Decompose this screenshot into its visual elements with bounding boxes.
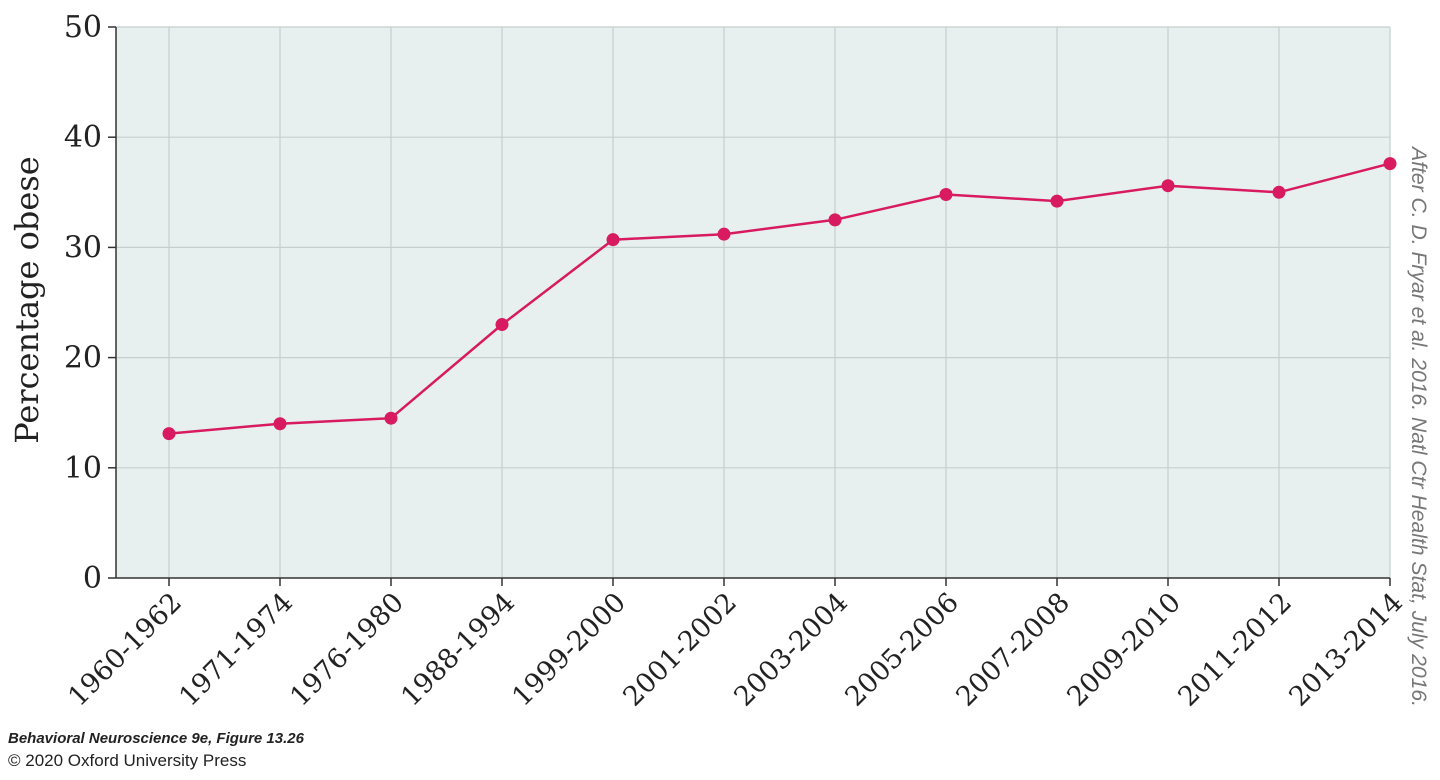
y-tick-label: 10 [64,451,102,486]
vertical-gridlines [168,27,1391,578]
data-point [606,233,620,247]
data-point [1161,179,1175,193]
x-tick-label: 1988-1994 [395,587,521,713]
y-tick-label: 20 [64,341,102,376]
x-tick-label: 2009-2010 [1061,587,1187,713]
x-tick-label: 1999-2000 [506,587,632,713]
data-point [717,227,731,241]
x-axis-ticks: 1960-19621971-19741976-19801988-19941999… [62,578,1409,713]
y-tick-label: 40 [64,120,102,155]
x-tick-label: 2003-2004 [728,587,854,713]
data-point [384,411,398,425]
data-point [939,188,953,202]
x-tick-label: 1971-1974 [173,587,299,713]
figure-caption: Behavioral Neuroscience 9e, Figure 13.26 [8,730,304,747]
x-tick-label: 2007-2008 [950,587,1076,713]
data-point [162,427,176,441]
x-tick-label: 2001-2002 [617,587,743,713]
x-tick-label: 1976-1980 [284,587,410,713]
data-point [1383,157,1397,171]
data-points [162,157,1397,441]
y-axis-ticks: 0 10 20 30 40 50 [64,10,116,596]
plot-area [116,27,1390,578]
y-tick-label: 50 [64,10,102,45]
x-tick-label: 2005-2006 [839,587,965,713]
copyright-notice: © 2020 Oxford University Press [8,751,247,770]
y-axis-label: Percentage obese [8,156,46,443]
horizontal-gridlines [116,26,1390,469]
data-point [273,417,287,431]
x-tick-label: 2011-2012 [1172,587,1298,713]
data-point [828,213,842,227]
series-line [168,162,1391,435]
y-tick-label: 0 [83,561,102,596]
x-tick-label: 1960-1962 [62,587,188,713]
data-point [1050,194,1064,208]
x-tick-label: 2013-2014 [1283,587,1409,713]
source-credit: After C. D. Fryar et al. 2016. Natl Ctr … [1407,145,1430,707]
y-tick-label: 30 [64,230,102,265]
data-point [1272,185,1286,199]
data-point [495,318,509,332]
